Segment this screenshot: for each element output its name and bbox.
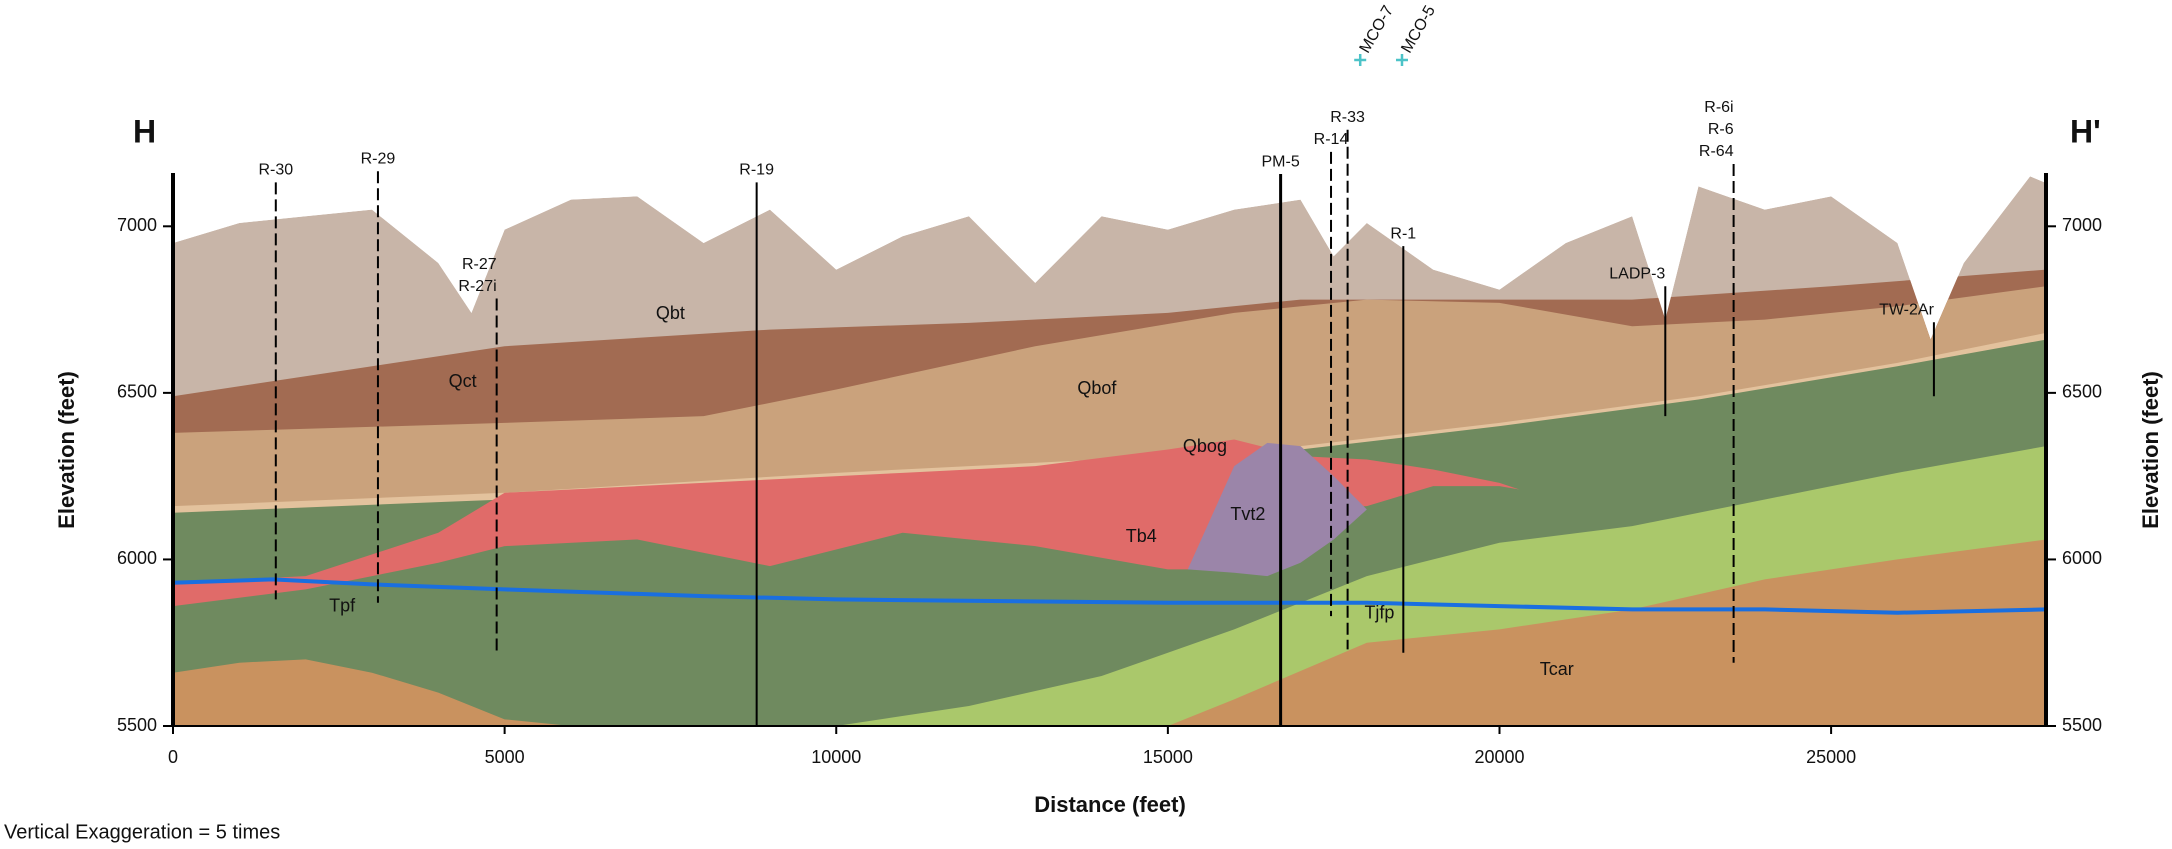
well-label: TW-2Ar [1879, 301, 1934, 318]
well-label: R-6 [1708, 121, 1734, 138]
well-label: R-6i [1704, 99, 1733, 116]
well-label: R-27i [458, 278, 496, 295]
layer [173, 539, 2046, 726]
well-marker [1395, 54, 1408, 66]
y-tick-label: 5500 [117, 715, 157, 735]
well-label: R-64 [1699, 143, 1734, 160]
x-tick-label: 0 [168, 747, 178, 767]
y-tick-label: 6000 [117, 548, 157, 568]
unit-label: Tb4 [1126, 526, 1157, 546]
layer [1187, 442, 1367, 577]
y2-tick-label: 5500 [2062, 715, 2102, 735]
well-label: R-30 [258, 162, 293, 179]
x-tick-label: 20000 [1474, 747, 1524, 767]
well-label: R-27 [462, 256, 497, 273]
y2-tick-label: 6500 [2062, 382, 2102, 402]
well-label: R-19 [739, 162, 774, 179]
well-label: PM-5 [1261, 153, 1299, 170]
well-label: R-33 [1330, 109, 1365, 126]
unit-label: Tjfp [1364, 602, 1394, 622]
well-marker [1354, 54, 1367, 66]
well-label: MCO-5 [1398, 3, 1439, 56]
water-table [172, 577, 2047, 615]
section-end-label: H' [2070, 113, 2101, 149]
unit-label: Tcar [1540, 659, 1574, 679]
well-label: R-1 [1390, 225, 1416, 242]
well-label: R-14 [1314, 131, 1349, 148]
well-label: LADP-3 [1609, 265, 1665, 282]
unit-label: Qct [449, 371, 477, 391]
x-tick-label: 10000 [811, 747, 861, 767]
x-tick-label: 5000 [485, 747, 525, 767]
unit-label: Qbog [1183, 436, 1227, 456]
y-tick-label: 7000 [117, 215, 157, 235]
well-label: R-29 [361, 150, 396, 167]
overlay: Qbt Qct Qbof Qbog Tpf Tb4 Tvt2 Tjfp Tcar 5500 5500… [117, 3, 2102, 767]
unit-label: Tpf [329, 595, 356, 615]
unit-label: Tvt2 [1230, 504, 1265, 524]
x-tick-label: 15000 [1143, 747, 1193, 767]
x-tick-label: 25000 [1806, 747, 1856, 767]
section-start-label: H [133, 113, 156, 149]
unit-label: Qbt [656, 303, 685, 323]
well-label: MCO-7 [1357, 3, 1398, 56]
y2-tick-label: 7000 [2062, 215, 2102, 235]
layers [173, 176, 2046, 727]
y-axis-title: Elevation (feet) [54, 371, 79, 529]
unit-label: Qbof [1077, 378, 1117, 398]
layer [173, 439, 1520, 607]
y2-axis-title: Elevation (feet) [2138, 371, 2163, 529]
note: Vertical Exaggeration = 5 times [4, 821, 280, 843]
y2-tick-label: 6000 [2062, 548, 2102, 568]
x-axis-title: Distance (feet) [1034, 792, 1186, 817]
y-tick-label: 6500 [117, 382, 157, 402]
